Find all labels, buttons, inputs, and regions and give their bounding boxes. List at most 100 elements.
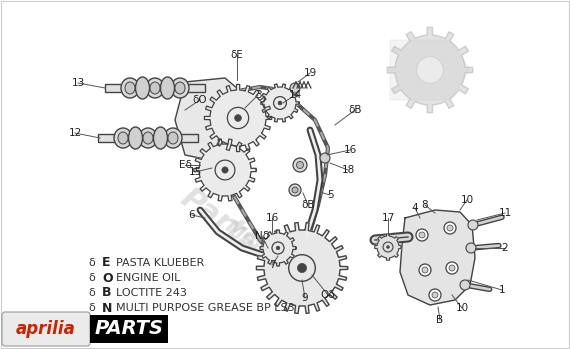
Ellipse shape xyxy=(125,82,135,94)
Circle shape xyxy=(447,225,453,231)
Text: 13: 13 xyxy=(71,78,84,88)
Bar xyxy=(90,315,168,343)
Text: Nδ: Nδ xyxy=(255,231,269,241)
Ellipse shape xyxy=(168,132,178,144)
Text: N: N xyxy=(102,302,112,314)
Text: 9: 9 xyxy=(302,293,308,303)
Text: Eδ: Eδ xyxy=(178,160,192,170)
FancyBboxPatch shape xyxy=(2,312,90,346)
Text: MULTI PURPOSE GREASE BP LS3: MULTI PURPOSE GREASE BP LS3 xyxy=(116,303,295,313)
Polygon shape xyxy=(375,234,401,260)
Text: δO: δO xyxy=(193,95,207,105)
Circle shape xyxy=(276,246,280,250)
Polygon shape xyxy=(205,84,271,151)
Ellipse shape xyxy=(121,78,139,98)
Text: Oδ: Oδ xyxy=(321,290,335,300)
Text: PARTS: PARTS xyxy=(95,319,164,339)
Text: 4: 4 xyxy=(412,203,418,213)
Circle shape xyxy=(468,220,478,230)
Polygon shape xyxy=(194,139,256,201)
Text: 17: 17 xyxy=(381,213,394,223)
Circle shape xyxy=(416,229,428,241)
Text: 5: 5 xyxy=(327,190,333,200)
Ellipse shape xyxy=(171,78,189,98)
Circle shape xyxy=(274,97,286,109)
Text: 16: 16 xyxy=(266,213,279,223)
Ellipse shape xyxy=(143,132,153,144)
Circle shape xyxy=(288,255,315,281)
Text: LOCTITE 243: LOCTITE 243 xyxy=(116,288,187,298)
Circle shape xyxy=(444,222,456,234)
Text: 14: 14 xyxy=(288,90,302,100)
Text: δ: δ xyxy=(88,258,95,268)
Ellipse shape xyxy=(128,127,142,149)
Ellipse shape xyxy=(164,128,182,148)
Circle shape xyxy=(446,262,458,274)
Polygon shape xyxy=(400,210,475,305)
Ellipse shape xyxy=(114,128,132,148)
Text: δE: δE xyxy=(230,50,243,60)
Circle shape xyxy=(383,242,393,252)
Circle shape xyxy=(466,243,476,253)
Ellipse shape xyxy=(161,77,174,99)
Circle shape xyxy=(290,83,300,93)
Text: 8: 8 xyxy=(422,200,428,210)
Text: B: B xyxy=(437,315,443,325)
Text: δ: δ xyxy=(88,273,95,283)
Circle shape xyxy=(292,187,298,193)
Text: B: B xyxy=(102,287,112,299)
Ellipse shape xyxy=(153,127,168,149)
Text: δ: δ xyxy=(88,303,95,313)
Polygon shape xyxy=(256,223,348,313)
Text: δB: δB xyxy=(348,105,362,115)
Bar xyxy=(98,134,198,142)
Text: 12: 12 xyxy=(68,128,82,138)
Text: Parts: Parts xyxy=(176,183,264,257)
Ellipse shape xyxy=(146,78,164,98)
Circle shape xyxy=(293,158,307,172)
Text: 18: 18 xyxy=(341,165,355,175)
Polygon shape xyxy=(175,78,245,162)
Polygon shape xyxy=(261,84,299,122)
Circle shape xyxy=(320,153,330,163)
Circle shape xyxy=(298,263,307,273)
Ellipse shape xyxy=(139,128,157,148)
Circle shape xyxy=(422,267,428,273)
Circle shape xyxy=(460,280,470,290)
Circle shape xyxy=(272,242,284,254)
Polygon shape xyxy=(387,27,473,113)
Circle shape xyxy=(235,114,241,121)
Circle shape xyxy=(222,167,228,173)
Text: E: E xyxy=(102,257,111,269)
Ellipse shape xyxy=(118,132,128,144)
Text: 2: 2 xyxy=(502,243,508,253)
Circle shape xyxy=(429,289,441,301)
Text: 1: 1 xyxy=(499,285,506,295)
Text: ENGINE OIL: ENGINE OIL xyxy=(116,273,180,283)
Circle shape xyxy=(449,265,455,271)
Circle shape xyxy=(227,107,249,129)
Text: δ: δ xyxy=(88,288,95,298)
Circle shape xyxy=(419,264,431,276)
Circle shape xyxy=(296,162,303,169)
Text: 19: 19 xyxy=(303,68,316,78)
Ellipse shape xyxy=(175,82,185,94)
Polygon shape xyxy=(390,40,470,100)
Text: 10: 10 xyxy=(455,303,469,313)
Text: 11: 11 xyxy=(498,208,512,218)
Circle shape xyxy=(278,101,282,105)
Text: 6: 6 xyxy=(189,210,196,220)
Circle shape xyxy=(215,160,235,180)
Circle shape xyxy=(432,292,438,298)
Text: 10: 10 xyxy=(461,195,474,205)
Circle shape xyxy=(386,246,389,248)
Text: 7: 7 xyxy=(268,260,275,270)
Text: Motoribik: Motoribik xyxy=(221,217,319,293)
Circle shape xyxy=(417,57,443,83)
Text: PASTA KLUEBER: PASTA KLUEBER xyxy=(116,258,204,268)
Ellipse shape xyxy=(136,77,149,99)
Text: aprilia: aprilia xyxy=(16,320,76,338)
Bar xyxy=(105,84,205,92)
Polygon shape xyxy=(260,230,296,266)
Ellipse shape xyxy=(150,82,160,94)
